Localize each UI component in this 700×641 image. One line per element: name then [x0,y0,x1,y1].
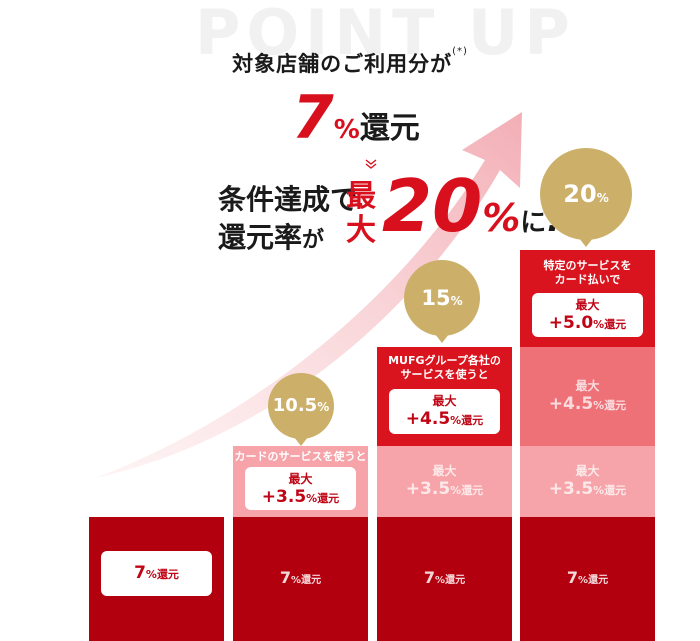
background-title: POINT UP [195,0,576,69]
col4-ghost1-plus: +3.5 [548,479,594,499]
col3-base-unit: 還元 [445,575,466,586]
column-2-base-bar [233,517,368,641]
col3-base-num: 7 [423,568,436,587]
col3-ghost1-max: 最大 [432,464,457,478]
col3-ghost1-plus: +3.5 [405,479,451,499]
col3-ghost1-unit: 還元 [461,484,484,497]
col4-ghost2-unit: 還元 [604,399,627,412]
column-3-base-bar [377,517,512,641]
col1-base-pct: % [145,568,157,581]
column-4-base-bar [520,517,655,641]
column-4-bubble: 20% [540,148,632,247]
headline-number: 7 [292,83,334,153]
max-tail: に [520,208,547,238]
column-4-ghost1-bar [520,446,655,517]
col4-bubble-num: 20 [563,180,597,208]
column-2-base-label: 7%還元 [233,568,368,587]
col2-base-pct: % [291,575,302,586]
col4-ghost2-pct: % [593,399,605,412]
col4-top-plus: +5.0 [548,313,594,333]
column-3-base-label: 7%還元 [377,568,512,587]
condition-text: 条件達成で [218,183,359,216]
headline-pct: % [333,115,360,145]
col4-ghost2-max: 最大 [575,379,600,393]
col2-base-unit: 還元 [301,575,322,586]
column-3-mid-bar [377,446,512,517]
max-20-percent: 20%に! [382,166,562,263]
col2-top-unit: 還元 [317,492,340,505]
return-rate-text: 還元率が [218,216,324,256]
return-rate-main: 還元率 [218,221,303,254]
column-4-base-label: 7%還元 [520,568,655,587]
column-4-ghost2: 最大 +4.5%還元 [520,377,655,416]
col3-top-pct: % [450,414,462,427]
col4-top-pct: % [593,318,605,331]
col3-bubble-pct: % [450,294,463,308]
col3-ghost1-pct: % [450,484,462,497]
col3-top-max: 最大 [432,394,457,408]
col2-top-plus: +3.5 [261,487,307,507]
col2-top-max: 最大 [288,472,313,486]
column-2-top-pill: 最大 +3.5%還元 [245,467,356,510]
col4-ghost1-pct: % [593,484,605,497]
col4-top-max: 最大 [575,298,600,312]
column-4-top-label: 特定のサービスを カード払いで [520,259,655,287]
column-4-ghost1: 最大 +3.5%還元 [520,462,655,501]
col3-top-label1: MUFGグループ各社の [388,354,501,367]
column-4-top-pill: 最大 +5.0%還元 [532,293,643,337]
chevron-down-icon [365,159,377,169]
col4-base-pct: % [578,575,589,586]
col3-top-plus: +4.5 [405,409,451,429]
col2-base-num: 7 [279,568,292,587]
subtitle-note: (*) [452,46,468,57]
col4-base-unit: 還元 [588,575,609,586]
col4-bubble-pct: % [596,191,609,205]
column-2-top-label: カードのサービスを使うと [234,450,367,463]
column-2-bubble: 10.5% [268,373,334,446]
col3-top-unit: 還元 [461,414,484,427]
headline-7-percent: 7%還元 [292,88,420,148]
col4-ghost1-unit: 還元 [604,484,627,497]
col3-base-pct: % [435,575,446,586]
column-3-top-pill: 最大 +4.5%還元 [389,389,500,434]
column-3-mid-ghost: 最大 +3.5%還元 [377,462,512,501]
col4-top-label1: 特定のサービスを [543,259,632,272]
col4-ghost2-plus: +4.5 [548,394,594,414]
headline-suffix: 還元 [359,111,420,146]
col3-top-label2: サービスを使うと [400,368,489,381]
col4-ghost1-max: 最大 [575,464,600,478]
column-4-ghost2-bar [520,347,655,446]
col2-top-pct: % [306,492,318,505]
max-word-vertical: 最大 [346,179,376,248]
col1-base-unit: 還元 [156,568,179,581]
column-3-top-label: MUFGグループ各社の サービスを使うと [377,354,512,382]
subtitle-text: 対象店舗のご利用分が [232,52,453,76]
col1-base-num: 7 [134,563,146,583]
subtitle: 対象店舗のご利用分が(*) [0,46,700,78]
max-number: 20 [382,164,483,248]
col4-top-unit: 還元 [604,318,627,331]
column-1-base-pill: 7%還元 [101,551,212,596]
col2-bubble-pct: % [317,400,330,414]
col3-bubble-num: 15 [421,286,451,310]
return-rate-particle: が [302,228,325,253]
col2-bubble-num: 10.5 [272,395,318,416]
col4-base-num: 7 [566,568,579,587]
col4-top-label2: カード払いで [554,273,621,286]
column-3-bubble: 15% [404,260,480,343]
max-pct: % [482,196,521,240]
